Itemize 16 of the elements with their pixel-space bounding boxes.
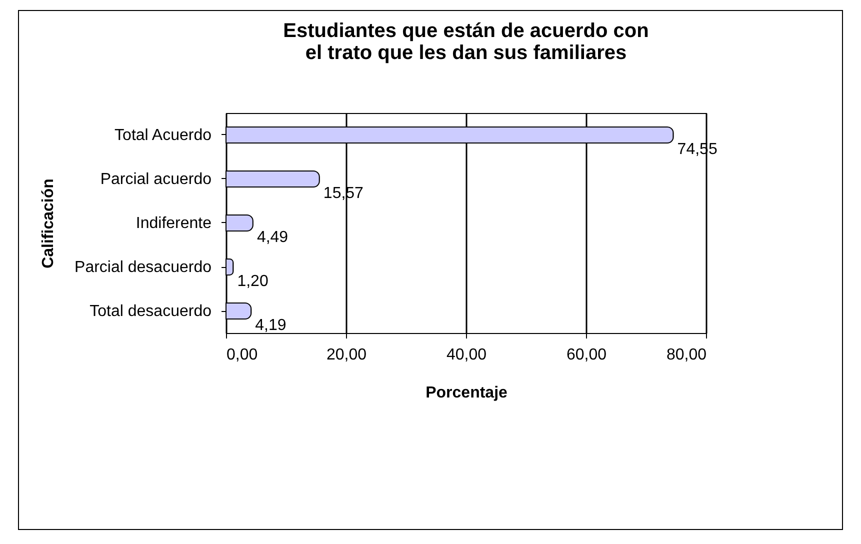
y-tick-label: Parcial desacuerdo	[74, 259, 212, 276]
y-tick-label: Parcial acuerdo	[100, 171, 212, 188]
x-tick-label: 60,00	[566, 346, 607, 364]
chart-title: Estudiantes que están de acuerdo con el trato que les dan sus familiares	[283, 20, 649, 64]
x-tick-label: 0,00	[226, 346, 258, 364]
y-tick-label: Indiferente	[136, 215, 212, 232]
x-tick-label: 20,00	[326, 346, 367, 364]
y-tick-label: Total desacuerdo	[90, 303, 212, 320]
y-axis-title: Calificación	[40, 178, 58, 268]
data-label: 1,20	[237, 273, 268, 290]
data-label: 4,19	[255, 317, 286, 334]
x-axis-title: Porcentaje	[426, 384, 508, 402]
x-tick-label: 80,00	[666, 346, 707, 364]
y-tick-label: Total Acuerdo	[114, 127, 212, 144]
x-tick-label: 40,00	[446, 346, 487, 364]
data-label: 4,49	[256, 229, 288, 246]
